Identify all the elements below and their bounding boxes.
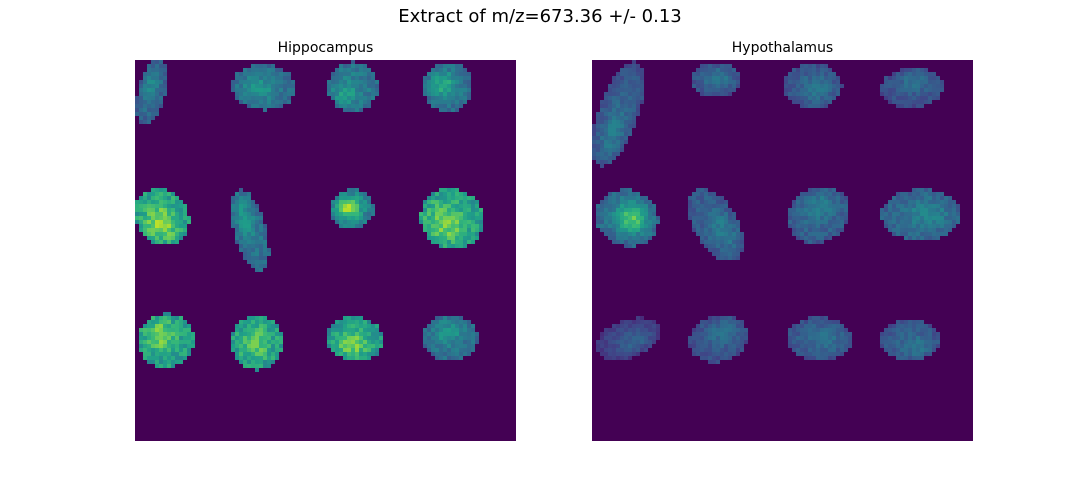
tissue-section-r1-c1: [135, 60, 167, 124]
tissue-section-r1-c2: [692, 64, 740, 96]
tissue-section-r1-c1: [592, 60, 644, 168]
tissue-section-r1-c3: [327, 60, 379, 112]
tissue-section-r3-c3: [788, 316, 852, 360]
heatmap-background: [592, 60, 973, 441]
tissue-section-r1-c2: [231, 64, 295, 112]
tissue-section-r1-c4: [423, 64, 471, 112]
tissue-section-r3-c2: [688, 316, 748, 364]
tissue-section-r3-c1: [596, 316, 660, 360]
tissue-section-r3-c3: [327, 316, 383, 360]
heatmap-svg-hippocampus: [135, 60, 516, 441]
tissue-section-r3-c4: [423, 316, 479, 360]
tissue-section-r1-c3: [784, 64, 844, 108]
tissue-section-r2-c4: [880, 188, 960, 240]
heatmap-hypothalamus: [592, 60, 973, 441]
tissue-section-r3-c1: [139, 312, 195, 368]
figure-suptitle: Extract of m/z=673.36 +/- 0.13: [398, 6, 682, 27]
tissue-section-r2-c3: [331, 188, 375, 228]
tissue-section-r2-c1: [596, 188, 660, 248]
heatmap-background: [135, 60, 516, 441]
tissue-section-r2-c2: [688, 188, 744, 260]
tissue-section-r3-c4: [880, 320, 940, 360]
tissue-section-r3-c2: [231, 316, 283, 372]
tissue-section-r1-c4: [880, 68, 944, 108]
tissue-section-r2-c1: [135, 188, 191, 244]
tissue-section-r2-c3: [788, 188, 848, 244]
panel-title-hypothalamus: Hypothalamus: [731, 40, 834, 56]
panel-title-hippocampus: Hippocampus: [277, 40, 374, 56]
heatmap-svg-hypothalamus: [592, 60, 973, 441]
tissue-section-r2-c4: [419, 188, 483, 248]
heatmap-hippocampus: [135, 60, 516, 441]
tissue-section-r2-c2: [231, 188, 271, 272]
